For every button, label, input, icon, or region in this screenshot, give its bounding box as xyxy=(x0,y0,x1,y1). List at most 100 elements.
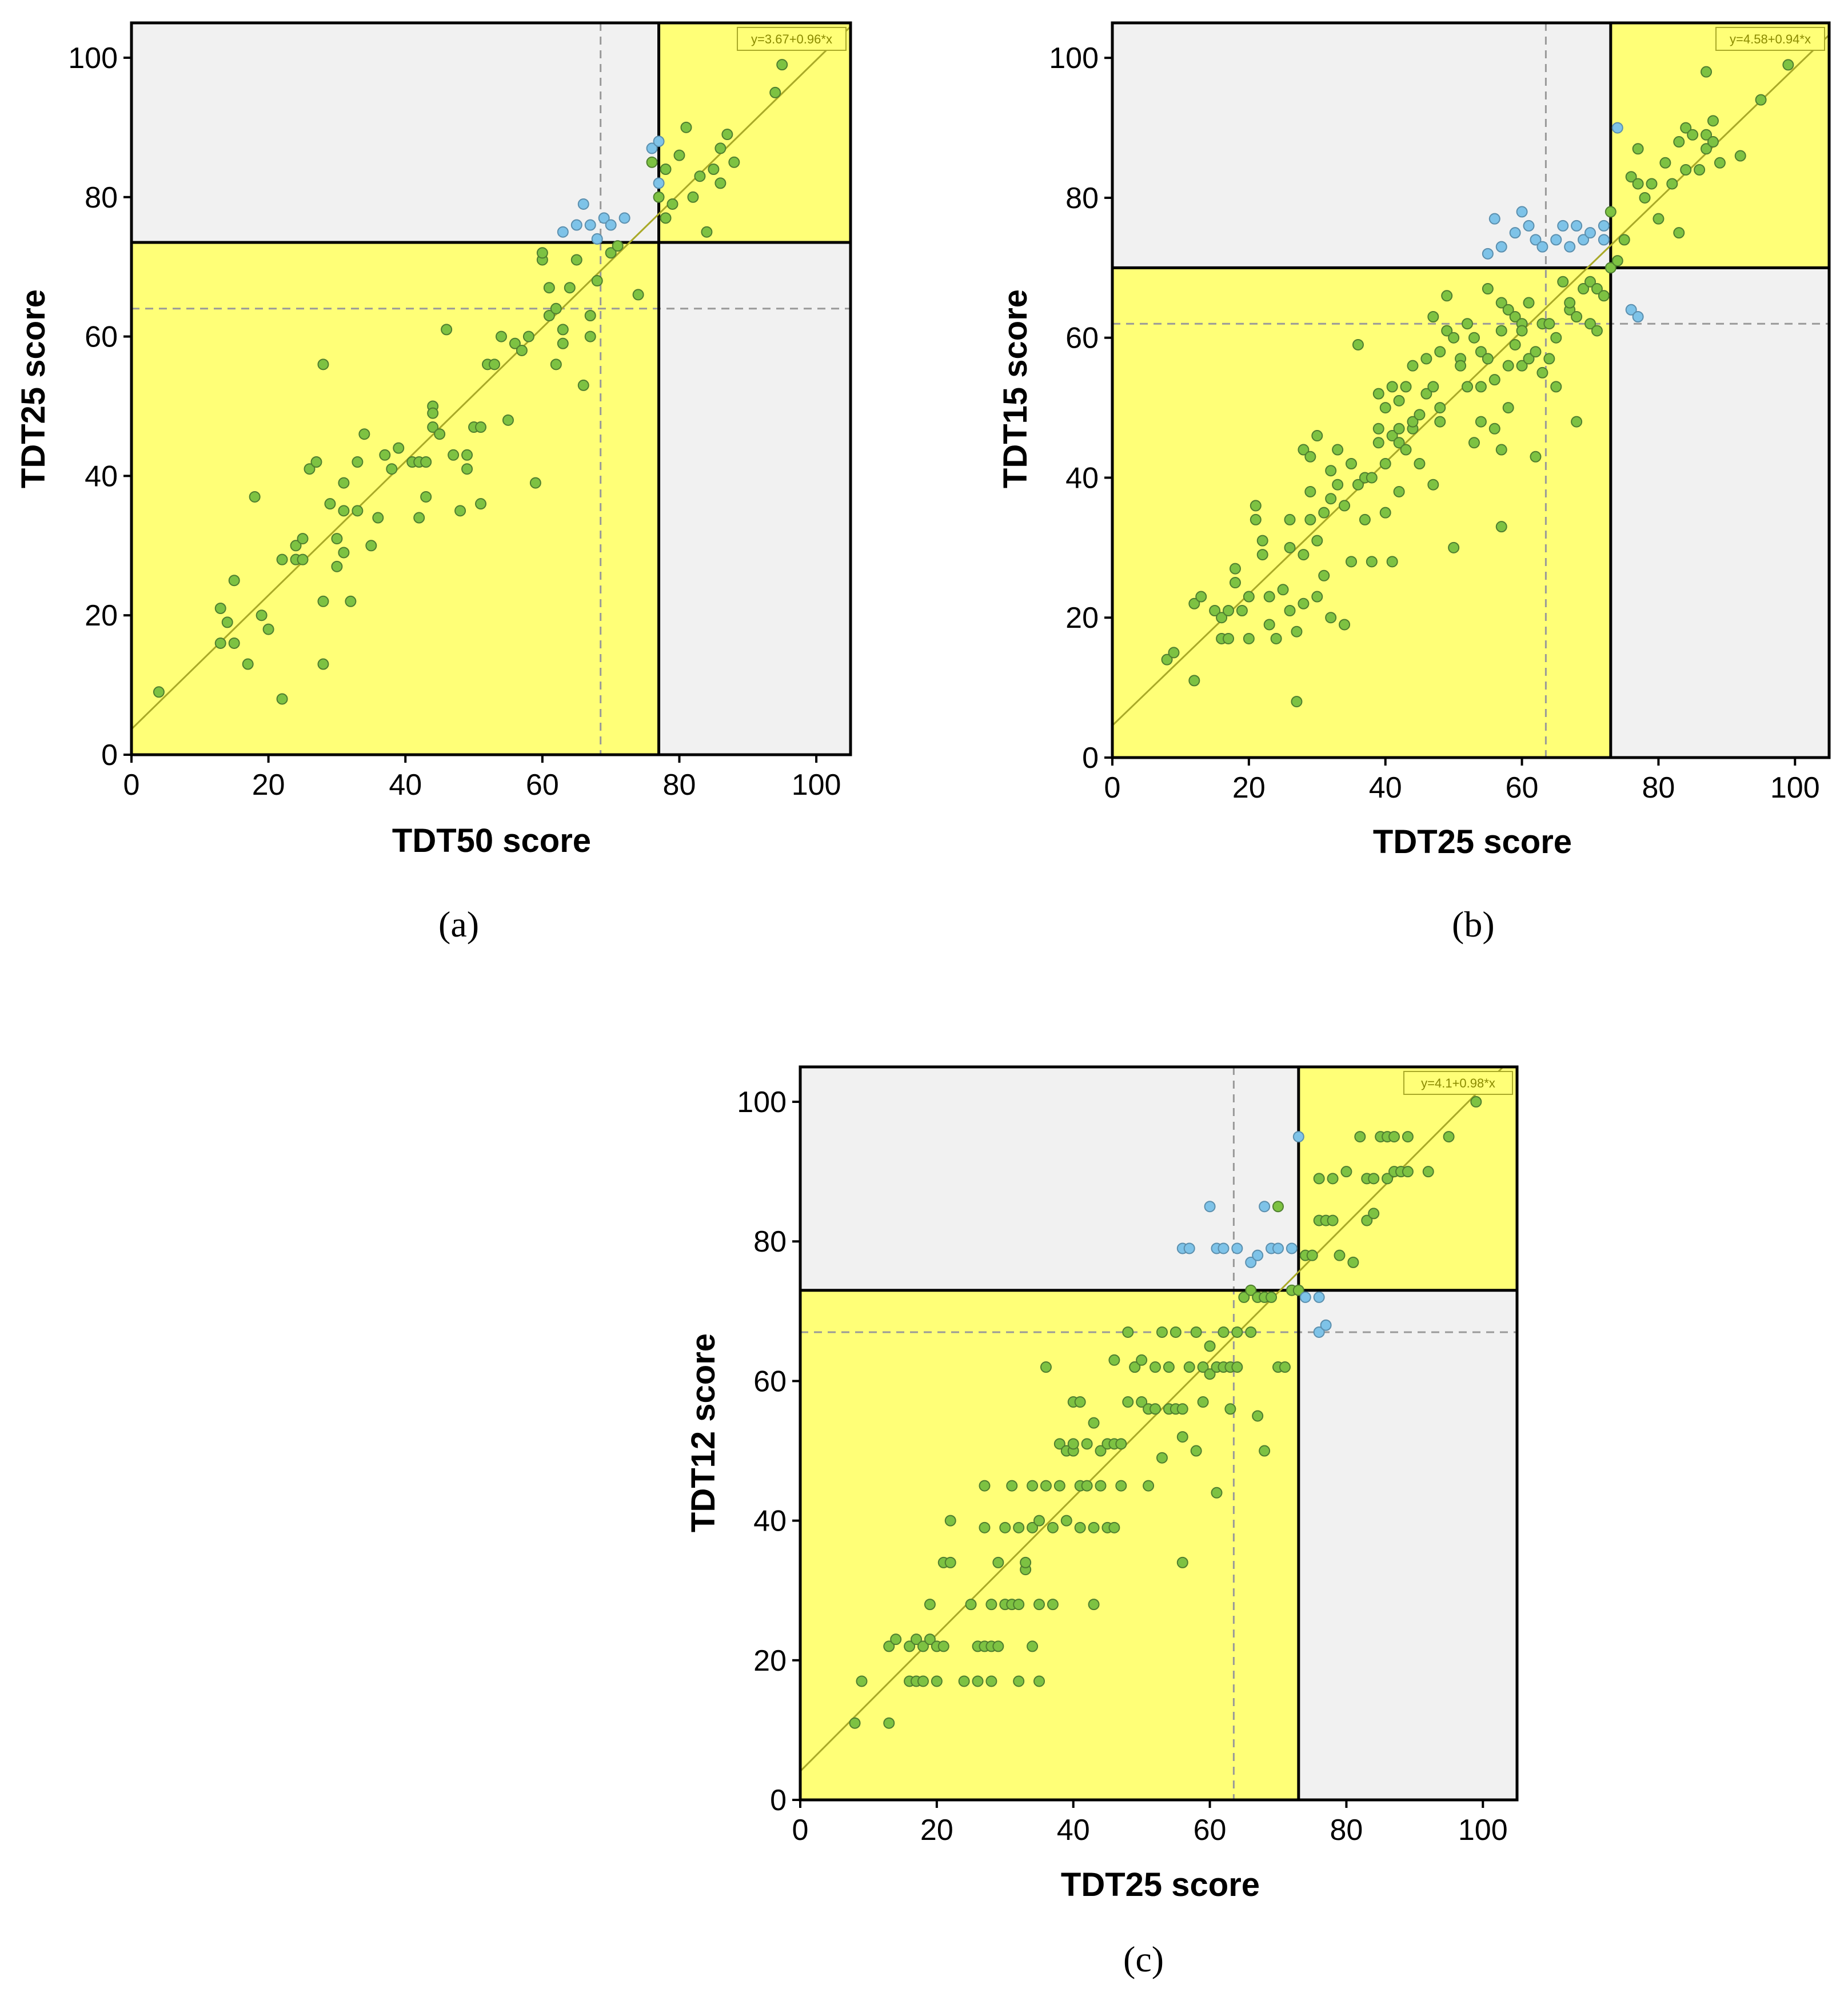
data-point-agree xyxy=(883,1717,895,1729)
data-point-agree xyxy=(1340,1166,1352,1178)
data-point-agree xyxy=(584,330,596,342)
data-point-agree xyxy=(1584,318,1596,330)
data-point-agree xyxy=(522,330,534,342)
data-point-agree xyxy=(856,1675,868,1687)
data-point-disagree xyxy=(1183,1242,1195,1254)
y-tick-label: 0 xyxy=(1082,742,1099,775)
data-point-agree xyxy=(965,1599,977,1611)
data-point-agree xyxy=(985,1675,997,1687)
data-point-agree xyxy=(564,282,576,294)
data-point-agree xyxy=(1443,1131,1455,1143)
data-point-agree xyxy=(338,547,350,559)
data-point-agree xyxy=(1427,381,1439,393)
data-point-agree xyxy=(1313,1173,1325,1185)
data-point-agree xyxy=(1448,332,1460,344)
data-point-agree xyxy=(427,421,439,433)
data-point-agree xyxy=(1694,164,1706,176)
data-point-agree xyxy=(1156,1452,1168,1464)
y-tick-label: 0 xyxy=(770,1784,787,1817)
data-point-agree xyxy=(1618,234,1630,246)
data-point-disagree xyxy=(1218,1242,1230,1254)
data-point-agree xyxy=(1311,591,1323,603)
fit-equation-label: y=4.1+0.98*x xyxy=(1421,1076,1495,1090)
data-point-disagree xyxy=(1625,304,1637,316)
data-point-agree xyxy=(1279,1361,1291,1373)
data-point-agree xyxy=(1306,1249,1318,1261)
x-tick-label: 20 xyxy=(1232,771,1266,804)
data-point-agree xyxy=(612,240,624,252)
data-point-agree xyxy=(297,533,309,545)
data-point-agree xyxy=(1190,1445,1202,1457)
y-tick-label: 20 xyxy=(1065,601,1099,635)
data-point-agree xyxy=(769,86,781,98)
data-point-agree xyxy=(1448,541,1460,553)
data-point-agree xyxy=(1245,1326,1257,1338)
data-point-agree xyxy=(1229,577,1241,589)
data-point-agree xyxy=(985,1599,997,1611)
data-point-agree xyxy=(1488,423,1500,435)
data-point-agree xyxy=(557,337,569,349)
x-tick-label: 60 xyxy=(1194,1814,1227,1847)
data-point-agree xyxy=(1033,1599,1045,1611)
data-point-agree xyxy=(1659,157,1671,169)
data-point-agree xyxy=(1509,311,1521,322)
data-point-agree xyxy=(1176,1403,1188,1415)
data-point-agree xyxy=(1571,311,1583,322)
data-point-agree xyxy=(221,616,233,628)
data-point-agree xyxy=(1040,1480,1052,1492)
chart-a: y=3.67+0.96*x 0 20 40 60 80 100 0 20 40 60 80 100 TDT… xyxy=(15,21,852,859)
chart-b: y=4.58+0.94*x 0 20 40 60 80 100 0 20 40 60 80 100 TDT… xyxy=(997,21,1831,860)
y-tick-label: 80 xyxy=(753,1225,787,1258)
data-point-agree xyxy=(495,330,507,342)
y-tick-label: 20 xyxy=(753,1644,787,1678)
data-point-agree xyxy=(1256,535,1268,547)
data-point-agree xyxy=(228,637,240,649)
y-tick-label: 60 xyxy=(1065,322,1099,355)
data-point-agree xyxy=(502,414,514,426)
data-point-disagree xyxy=(653,136,665,148)
data-point-agree xyxy=(890,1634,902,1646)
quadrant-top-left xyxy=(131,23,659,242)
quadrant-bottom-right xyxy=(658,242,851,755)
data-point-agree xyxy=(536,247,548,259)
data-point-agree xyxy=(1455,360,1467,372)
x-tick-label: 100 xyxy=(1770,771,1820,804)
data-point-agree xyxy=(708,164,720,175)
data-point-agree xyxy=(904,1640,916,1652)
data-point-agree xyxy=(1236,605,1248,616)
data-point-agree xyxy=(1536,366,1548,379)
data-point-agree xyxy=(1245,1284,1257,1296)
data-point-agree xyxy=(1020,1556,1032,1568)
x-tick-label: 100 xyxy=(1458,1814,1508,1847)
y-tick-label: 80 xyxy=(85,181,118,214)
data-point-agree xyxy=(1311,535,1323,547)
data-point-agree xyxy=(673,149,685,161)
data-point-agree xyxy=(1420,388,1432,400)
data-point-agree xyxy=(1604,262,1616,274)
x-tick-label: 0 xyxy=(792,1814,809,1847)
data-point-agree xyxy=(1263,619,1275,631)
y-axis-label: TDT15 score xyxy=(997,289,1034,488)
data-point-agree xyxy=(1156,1326,1168,1338)
data-point-agree xyxy=(721,129,733,141)
data-point-agree xyxy=(1420,353,1432,365)
quadrant-top-right xyxy=(658,23,851,242)
data-point-disagree xyxy=(598,212,610,224)
data-point-agree xyxy=(1379,402,1391,414)
data-point-agree xyxy=(1495,521,1507,533)
data-point-agree xyxy=(1081,1480,1093,1492)
data-point-agree xyxy=(1434,346,1446,358)
plot-frame xyxy=(799,1065,1519,1802)
data-point-agree xyxy=(1250,500,1262,512)
data-point-agree xyxy=(324,498,336,510)
data-point-agree xyxy=(937,1640,949,1652)
data-point-agree xyxy=(1359,513,1371,525)
data-point-agree xyxy=(1209,605,1221,616)
data-point-agree xyxy=(1176,1556,1188,1568)
data-point-agree xyxy=(1407,360,1419,372)
data-point-agree xyxy=(1584,276,1596,288)
data-point-disagree xyxy=(570,219,582,231)
data-point-agree xyxy=(1368,1208,1380,1220)
quadrant-bottom-left xyxy=(131,242,659,755)
data-point-agree xyxy=(979,1480,991,1492)
